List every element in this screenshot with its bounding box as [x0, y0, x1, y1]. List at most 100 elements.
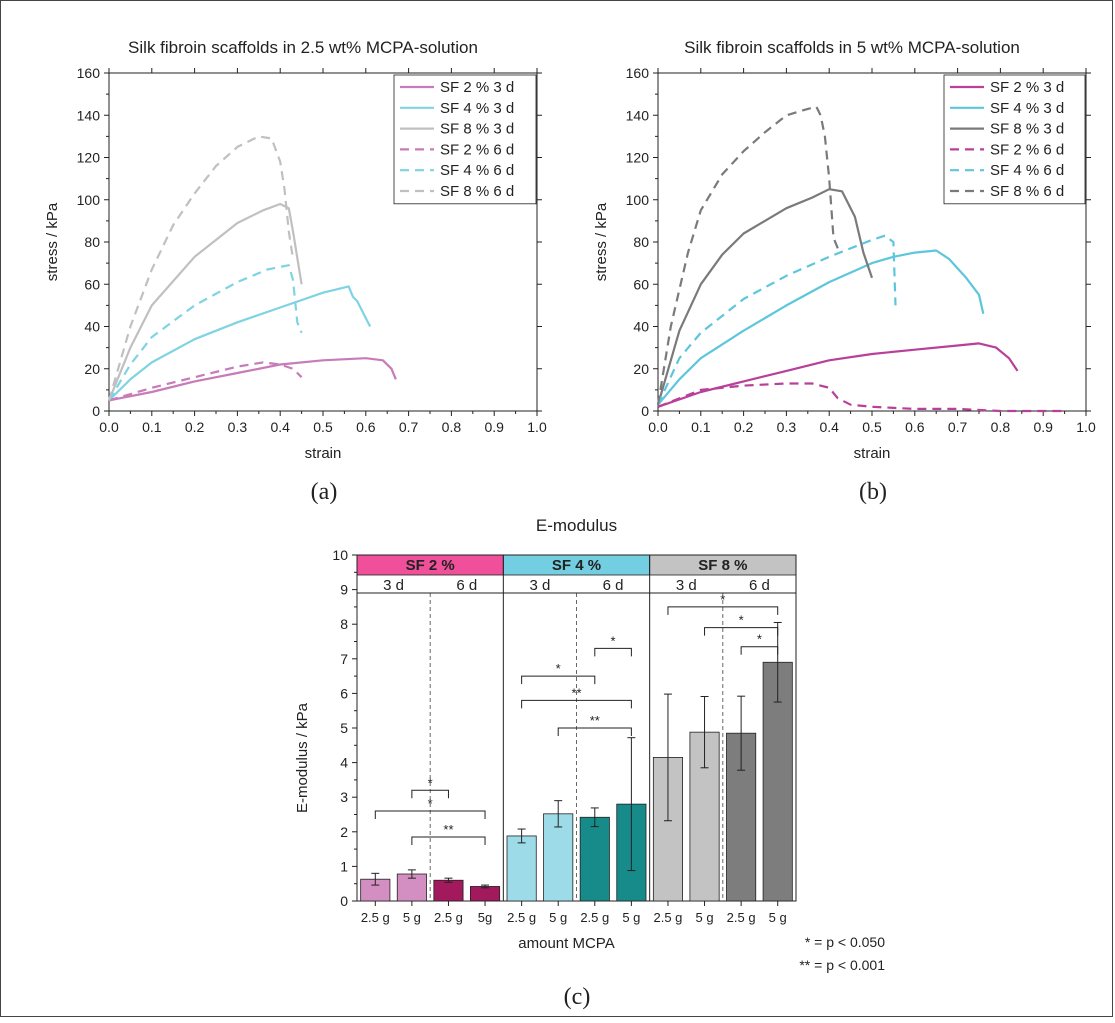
legend-label: SF 2 % 3 d: [990, 79, 1064, 96]
y-tick-label: 3: [340, 789, 348, 805]
y-tick-label: 100: [626, 192, 650, 208]
group-header-label: SF 8 %: [698, 557, 747, 574]
p-value-note-1: * = p < 0.050: [805, 934, 885, 950]
x-tick-label: 0.3: [228, 419, 248, 435]
caption-b: (b): [859, 479, 887, 505]
x-tick-label: 0.4: [270, 419, 290, 435]
series-line-sf-4-3-d: [108, 285, 372, 402]
x-tick-label: 0.2: [734, 419, 754, 435]
significance-bracket: [667, 606, 779, 615]
day-label: 6 d: [603, 577, 624, 594]
series-line-sf-2-3-d: [108, 357, 397, 402]
significance-bracket: [740, 646, 779, 655]
x-tick-label: 0.9: [1033, 419, 1053, 435]
x-axis-label: strain: [305, 445, 342, 462]
bar: [579, 816, 610, 902]
x-tick-label: 0.9: [484, 419, 504, 435]
x-tick-label: 0.5: [313, 419, 333, 435]
x-tick-label: 1.0: [527, 419, 547, 435]
series-line-sf-8-6-d: [656, 105, 839, 405]
x-axis-label: strain: [854, 445, 891, 462]
legend-label: SF 4 % 3 d: [990, 100, 1064, 117]
x-tick-label: 0.8: [442, 419, 462, 435]
y-tick-label: 0: [641, 403, 649, 419]
significance-label: *: [428, 775, 433, 790]
y-tick-label: 100: [77, 192, 101, 208]
significance-bracket: [704, 627, 779, 636]
y-tick-label: 0: [92, 403, 100, 419]
chart-a-stress-strain: Silk fibroin scaffolds in 2.5 wt% MCPA-s…: [44, 38, 547, 462]
x-tick-label: 0.0: [648, 419, 668, 435]
x-tick-label: 2.5 g: [361, 910, 390, 925]
series-line-sf-2-3-d: [657, 342, 1019, 408]
x-tick-label: 0.1: [691, 419, 711, 435]
significance-label: *: [611, 633, 616, 648]
y-tick-label: 120: [626, 150, 650, 166]
x-tick-label: 5 g: [696, 910, 714, 925]
y-tick-label: 4: [340, 755, 348, 771]
significance-label: **: [590, 713, 600, 728]
chart-title: Silk fibroin scaffolds in 5 wt% MCPA-sol…: [684, 38, 1020, 57]
y-tick-label: 140: [77, 107, 101, 123]
x-tick-label: 5 g: [403, 910, 421, 925]
significance-bracket: [521, 675, 596, 685]
y-axis-label: E-modulus / kPa: [294, 702, 311, 813]
x-axis-label: amount MCPA: [518, 935, 614, 952]
x-tick-label: 5 g: [769, 910, 787, 925]
x-tick-label: 0.4: [819, 419, 839, 435]
y-tick-label: 7: [340, 651, 348, 667]
y-tick-label: 20: [633, 361, 649, 377]
significance-label: *: [739, 613, 744, 628]
y-tick-label: 160: [77, 65, 101, 81]
y-tick-label: 80: [633, 234, 649, 250]
legend-box: [943, 74, 1086, 205]
significance-label: *: [720, 592, 725, 607]
significance-label: **: [571, 685, 581, 700]
day-label: 6 d: [749, 577, 770, 594]
y-tick-label: 8: [340, 616, 348, 632]
y-tick-label: 40: [633, 319, 649, 335]
bar: [433, 879, 464, 902]
y-tick-label: 160: [626, 65, 650, 81]
x-tick-label: 1.0: [1076, 419, 1096, 435]
x-tick-label: 0.6: [356, 419, 376, 435]
significance-bracket: [411, 836, 486, 845]
legend-label: SF 2 % 6 d: [990, 141, 1064, 158]
y-tick-label: 60: [633, 276, 649, 292]
significance-bracket: [521, 699, 632, 709]
x-tick-label: 2.5 g: [434, 910, 463, 925]
y-tick-label: 40: [84, 319, 100, 335]
caption-a: (a): [311, 479, 338, 505]
series-line-sf-8-3-d: [656, 188, 874, 406]
y-tick-label: 120: [77, 150, 101, 166]
x-tick-label: 5g: [478, 910, 492, 925]
y-axis-label: stress / kPa: [593, 202, 610, 281]
x-tick-label: 0.7: [948, 419, 968, 435]
y-tick-label: 140: [626, 107, 650, 123]
series-line-sf-8-3-d: [107, 202, 303, 401]
bar: [470, 886, 501, 902]
legend-label: SF 8 % 6 d: [440, 183, 514, 200]
p-value-note-2: ** = p < 0.001: [799, 957, 885, 973]
legend-label: SF 4 % 6 d: [990, 162, 1064, 179]
x-tick-label: 0.2: [185, 419, 205, 435]
legend-label: SF 4 % 6 d: [440, 162, 514, 179]
x-tick-label: 5 g: [549, 910, 567, 925]
x-tick-label: 2.5 g: [653, 910, 682, 925]
x-tick-label: 0.5: [862, 419, 882, 435]
legend-label: SF 8 % 3 d: [990, 121, 1064, 138]
x-tick-label: 2.5 g: [580, 910, 609, 925]
significance-label: *: [757, 632, 762, 647]
series-line-sf-4-6-d: [657, 234, 897, 406]
legend-label: SF 2 % 6 d: [440, 141, 514, 158]
day-label: 3 d: [529, 577, 550, 594]
day-label: 6 d: [456, 577, 477, 594]
significance-bracket: [411, 789, 449, 799]
bar: [543, 813, 574, 902]
x-tick-label: 2.5 g: [507, 910, 536, 925]
series-line-sf-2-6-d: [108, 361, 303, 402]
y-tick-label: 5: [340, 720, 348, 736]
